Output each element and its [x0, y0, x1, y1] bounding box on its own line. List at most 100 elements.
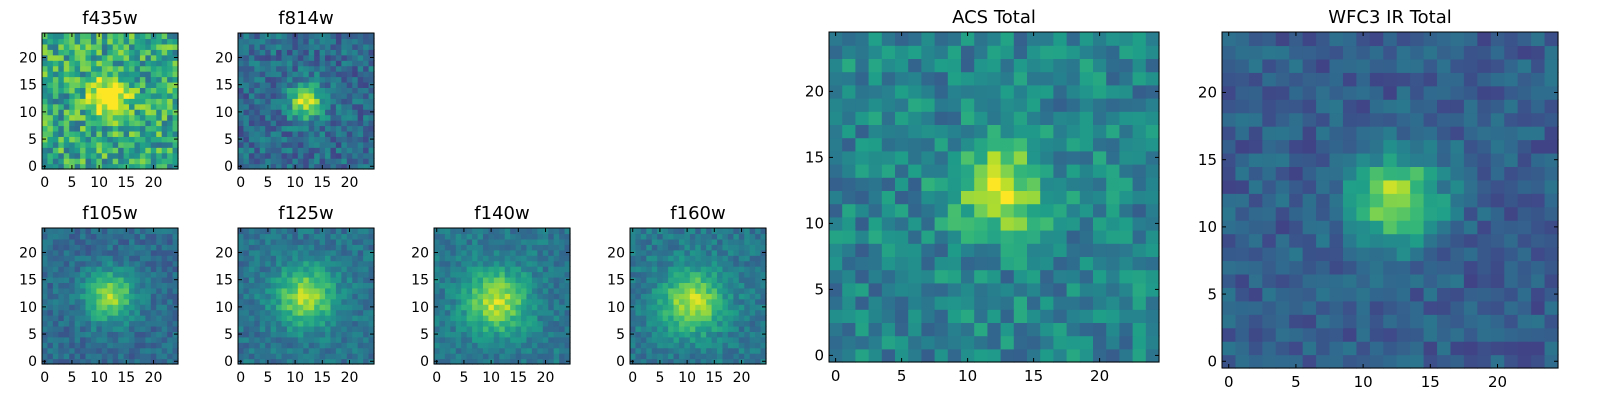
heatmap-cell [1504, 300, 1519, 315]
heatmap-cell [292, 287, 299, 294]
heatmap-cell [515, 347, 522, 354]
heatmap-cell [330, 315, 337, 322]
heatmap-cell [1356, 220, 1371, 235]
heatmap-cell [319, 266, 326, 273]
heatmap-cell [150, 87, 157, 94]
heatmap-cell [542, 298, 549, 305]
heatmap-cell [254, 114, 261, 121]
heatmap-cell [434, 353, 441, 360]
heatmap-cell [270, 287, 277, 294]
heatmap-cell [303, 60, 310, 67]
heatmap-cell [74, 358, 81, 365]
heatmap-cell [156, 125, 163, 132]
heatmap-cell [472, 304, 479, 311]
heatmap-cell [646, 331, 653, 338]
heatmap-cell [96, 130, 103, 137]
heatmap-cell [684, 244, 691, 251]
heatmap-cell [1302, 220, 1317, 235]
heatmap-cell [69, 255, 76, 262]
heatmap-cell [112, 347, 119, 354]
heatmap-cell [1544, 341, 1559, 356]
heatmap-cell [1145, 137, 1160, 152]
heatmap-cell [657, 304, 664, 311]
heatmap-cell [112, 87, 119, 94]
heatmap-cell [657, 233, 664, 240]
heatmap-cell [947, 203, 962, 218]
heatmap-cell [987, 348, 1002, 363]
heatmap-cell [85, 336, 92, 343]
heatmap-cell [90, 125, 97, 132]
heatmap-cell [646, 304, 653, 311]
heatmap-cell [537, 244, 544, 251]
heatmap-cell [868, 296, 883, 310]
heatmap-cell [947, 124, 962, 139]
heatmap-cell [1477, 220, 1492, 235]
heatmap-cell [156, 271, 163, 278]
heatmap-cell [1504, 314, 1519, 329]
heatmap-cell [1248, 179, 1263, 194]
heatmap-cell [85, 163, 92, 170]
heatmap-cell [921, 348, 936, 363]
heatmap-cell [553, 304, 560, 311]
heatmap-cell [1477, 354, 1492, 369]
heatmap-cell [47, 81, 54, 88]
y-tick-label: 5 [814, 281, 824, 299]
heatmap-cell [69, 114, 76, 121]
heatmap-cell [243, 342, 250, 349]
heatmap-cell [1490, 273, 1505, 288]
heatmap-cell [1504, 166, 1519, 181]
heatmap-cell [744, 276, 751, 283]
heatmap-cell [259, 158, 266, 165]
heatmap-cell [265, 147, 272, 154]
heatmap-cell [243, 271, 250, 278]
heatmap-cell [357, 298, 364, 305]
heatmap-cell [947, 256, 962, 271]
heatmap-cell [254, 287, 261, 294]
heatmap-cell [738, 336, 745, 343]
heatmap-cell [881, 164, 896, 178]
heatmap-cell [63, 81, 70, 88]
heatmap-cell [477, 358, 484, 365]
heatmap-cell [531, 358, 538, 365]
heatmap-cell [749, 282, 756, 289]
heatmap-cell [482, 255, 489, 262]
heatmap-cell [477, 336, 484, 343]
heatmap-cell [346, 54, 353, 61]
heatmap-cell [303, 249, 310, 256]
heatmap-cell [755, 255, 762, 262]
heatmap-cell [292, 298, 299, 305]
heatmap-cell [129, 49, 136, 56]
heatmap-cell [921, 256, 936, 271]
heatmap-cell [733, 287, 740, 294]
heatmap-cell [259, 147, 266, 154]
heatmap-cell [646, 249, 653, 256]
heatmap-cell [1302, 206, 1317, 221]
heatmap-cell [254, 347, 261, 354]
heatmap-cell [325, 320, 332, 327]
heatmap-cell [477, 244, 484, 251]
heatmap-cell [297, 331, 304, 338]
panel-title: ACS Total [952, 7, 1036, 28]
heatmap-cell [107, 54, 114, 61]
heatmap-cell [466, 233, 473, 240]
heatmap-cell [303, 103, 310, 110]
heatmap-cell [292, 342, 299, 349]
heatmap-cell [346, 76, 353, 83]
heatmap-cell [363, 336, 370, 343]
heatmap-cell [504, 260, 511, 267]
heatmap-cell [921, 177, 936, 191]
heatmap-cell [706, 276, 713, 283]
heatmap-cell [921, 335, 936, 350]
heatmap-cell [270, 71, 277, 78]
heatmap-cell [510, 298, 517, 305]
heatmap-cell [145, 353, 152, 360]
heatmap-cell [738, 325, 745, 332]
heatmap-cell [1383, 273, 1398, 288]
heatmap-cell [749, 249, 756, 256]
heatmap-cell [700, 249, 707, 256]
heatmap-cell [303, 238, 310, 245]
heatmap-cell [145, 347, 152, 354]
heatmap-cell [553, 244, 560, 251]
heatmap-cell [651, 331, 658, 338]
heatmap-cell [630, 244, 637, 251]
